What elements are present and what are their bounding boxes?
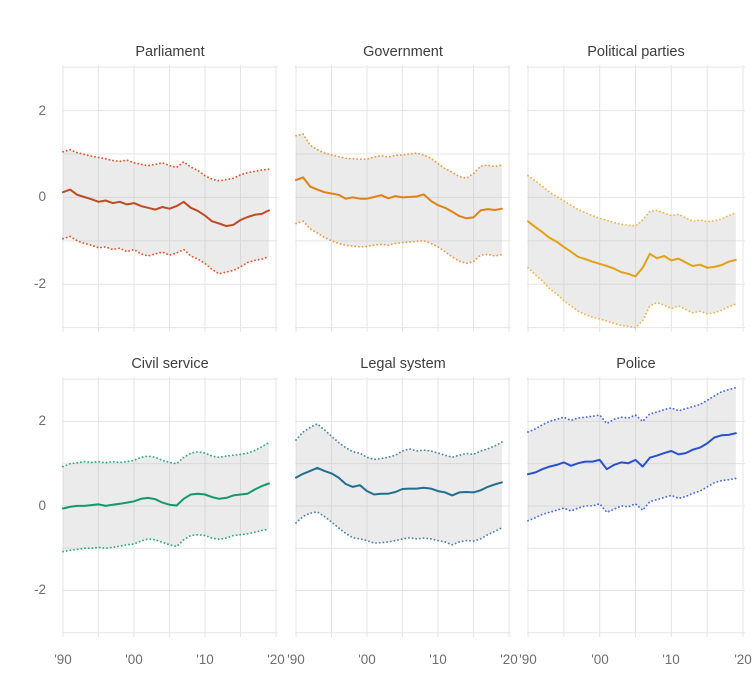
facet-panel-civil-service [62, 377, 278, 637]
panel-title: Legal system [360, 356, 446, 372]
gridlines [527, 377, 745, 637]
x-axis-tick-label: '90 [519, 652, 537, 667]
x-axis-tick-label: '00 [591, 652, 609, 667]
gridlines [527, 65, 745, 332]
trend-line [295, 466, 503, 497]
x-axis-tick-label: '90 [54, 652, 72, 667]
y-axis-tick-label: 0 [38, 189, 46, 204]
ci-lower-line [295, 510, 503, 546]
panel-plot-area [295, 65, 511, 332]
panel-plot-area [62, 65, 278, 332]
trend-line [62, 188, 270, 228]
x-axis-tick-label: '20 [500, 652, 518, 667]
panel-plot-area [295, 377, 511, 637]
x-axis-tick-label: '20 [267, 652, 285, 667]
gridlines [62, 65, 278, 332]
confidence-band [528, 175, 736, 328]
confidence-band [63, 442, 269, 552]
x-axis-tick-label: '20 [734, 652, 752, 667]
y-axis-tick-label: 0 [38, 498, 46, 513]
ci-upper-line [295, 132, 503, 180]
trend-line [527, 432, 737, 476]
y-axis-tick-label: 2 [38, 103, 46, 118]
confidence-band [296, 134, 502, 264]
confidence-band [296, 423, 502, 545]
facet-panel-police [527, 377, 745, 637]
ci-lower-line [527, 266, 737, 329]
ci-lower-line [527, 477, 737, 522]
ci-upper-line [527, 386, 737, 433]
confidence-band [528, 387, 736, 521]
x-axis-tick-label: '00 [358, 652, 376, 667]
panel-title: Parliament [135, 44, 205, 60]
facet-panel-parliament [62, 65, 278, 332]
gridlines [295, 377, 511, 637]
ci-upper-line [527, 174, 737, 228]
panel-title: Civil service [131, 356, 209, 372]
panel-plot-area [527, 65, 745, 332]
y-axis-tick-label: 2 [38, 413, 46, 428]
x-axis-tick-label: '10 [662, 652, 680, 667]
x-axis-tick-label: '10 [429, 652, 447, 667]
trend-line [62, 482, 270, 510]
confidence-band [63, 149, 269, 274]
facet-panel-legal-system [295, 377, 511, 637]
y-axis-tick-label: -2 [33, 276, 46, 291]
trend-line [295, 176, 503, 220]
ci-lower-line [295, 220, 503, 265]
gridlines [62, 377, 278, 637]
panel-title: Police [616, 356, 656, 372]
panel-plot-area [527, 377, 745, 637]
x-axis-tick-label: '10 [196, 652, 214, 667]
y-axis-tick-label: -2 [33, 582, 46, 597]
panel-plot-area [62, 377, 278, 637]
ci-lower-line [62, 235, 270, 275]
facet-panel-government [295, 65, 511, 332]
x-axis-tick-label: '90 [287, 652, 305, 667]
panel-title: Government [363, 44, 443, 60]
ci-upper-line [295, 422, 503, 461]
trend-line [527, 220, 737, 278]
gridlines [295, 65, 511, 332]
panel-title: Political parties [587, 44, 685, 60]
x-axis-tick-label: '00 [125, 652, 143, 667]
facet-panel-political-parties [527, 65, 745, 332]
